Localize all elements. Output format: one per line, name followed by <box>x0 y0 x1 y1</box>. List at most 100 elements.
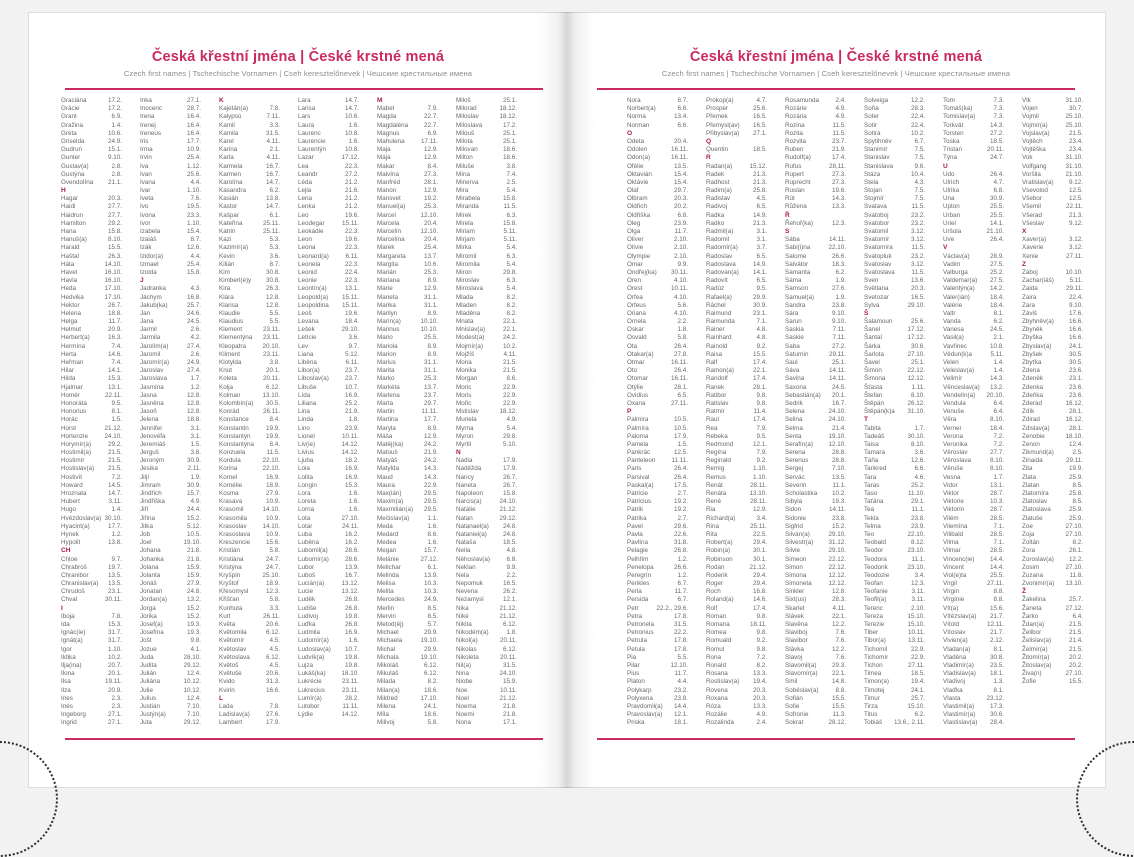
entry-name: Mnata <box>456 318 474 326</box>
name-entry: Milada 8.2. <box>377 678 438 686</box>
entry-date: 4.8. <box>756 326 767 334</box>
entry-name: Norbert(a) <box>627 105 656 113</box>
name-entry: Rovena 20.3. <box>706 687 767 695</box>
entry-name: Sinkler <box>785 588 805 596</box>
name-entry: Terenc 2.10. <box>864 605 925 613</box>
entry-date: 24.8. <box>186 588 201 596</box>
name-entry: Mirjam 5.11. <box>456 236 517 244</box>
entry-date: 8.9. <box>427 350 438 358</box>
entry-name: Krasomila <box>219 514 247 522</box>
name-entry: Randolf 17.4. <box>706 375 767 383</box>
entry-date: 22.10. <box>907 530 925 538</box>
name-entry: Liv(ie) 14.12. <box>298 441 359 449</box>
letter-section-header: Q <box>706 137 712 145</box>
entry-date: 22.9. <box>910 645 925 653</box>
entry-name: Věroslav <box>943 449 968 457</box>
entry-date: 10.9. <box>265 530 280 538</box>
name-entry: Žitomír(a) 20.2. <box>1022 654 1083 662</box>
letter-section-header: J <box>140 277 144 285</box>
name-entry: Ludivoj 19.8. <box>298 613 359 621</box>
entry-name: Mnislav(a) <box>456 326 486 334</box>
entry-date: 2.5. <box>1072 449 1083 457</box>
entry-date: 13.3. <box>752 670 767 678</box>
entry-date: 9.7. <box>111 555 122 563</box>
name-entry: Rudolf(a) 17.4. <box>785 154 846 162</box>
entry-date: 25.11. <box>749 522 767 530</box>
name-entry: Něhoslav(a) 6.8. <box>456 556 517 564</box>
name-entry: Lejla 21.6. <box>298 187 359 195</box>
name-entry: Pavla 22.6. <box>627 531 688 539</box>
entry-name: Jáchym <box>140 293 162 301</box>
entry-date: 25.1. <box>910 359 925 366</box>
entry-name: Velimír <box>943 375 963 383</box>
name-entry: Rozita 11.5. <box>785 130 846 138</box>
name-entry: Marilyn 8.9. <box>377 310 438 318</box>
name-entry: Kolombín(a) 30.5. <box>219 400 280 408</box>
entry-date: 28.12. <box>828 719 846 727</box>
entry-date: 26.6. <box>831 252 846 260</box>
entry-date: 12.4. <box>1068 440 1083 448</box>
entry-date: 15.5. <box>752 350 767 358</box>
entry-date: 25.1. <box>502 97 517 104</box>
entry-date: 4.9. <box>190 498 201 506</box>
name-entry: Valérie 18.4. <box>943 302 1004 310</box>
entry-date: 8.4. <box>269 416 280 424</box>
entry-date: 5.8. <box>427 719 438 727</box>
entry-date: 22.1. <box>752 367 767 375</box>
name-entry: Grácie 17.2. <box>61 105 122 113</box>
entry-date: 12.4. <box>186 694 201 702</box>
entry-name: Rona <box>706 653 722 661</box>
entry-name: Timotej <box>864 686 885 694</box>
entry-date: 12.12. <box>828 571 846 579</box>
entry-name: Rea <box>706 424 718 432</box>
entry-name: Herta <box>61 350 77 358</box>
entry-name: Savina <box>785 375 805 383</box>
name-entry: Ludvík(a) 19.8. <box>298 654 359 662</box>
entry-name: Johana <box>140 547 161 555</box>
name-entry: Max(ián) 29.5. <box>377 490 438 498</box>
entry-date: 21.10. <box>1065 170 1083 178</box>
name-entry: Vítoslav 21.7. <box>943 629 1004 637</box>
name-entry: Heřman 7.4. <box>61 359 122 367</box>
entry-name: Grácie <box>61 105 80 113</box>
entry-name: Radka <box>706 211 725 219</box>
entry-name: Knut <box>219 367 232 375</box>
letter-section-header: S <box>785 228 790 235</box>
entry-date: 27.6. <box>831 285 846 293</box>
entry-name: Šimon <box>864 367 882 375</box>
name-entry: Křišťan 5.8. <box>219 596 280 604</box>
name-entry: Zbyšek 30.5. <box>1022 351 1083 359</box>
name-entry: Petronela 31.5. <box>627 621 688 629</box>
entry-date: 21.12. <box>499 612 517 620</box>
entry-name: Žarko <box>1022 612 1039 620</box>
entry-date: 12.1. <box>673 711 688 719</box>
name-entry: Rozalinda 2.4. <box>706 719 767 727</box>
entry-name: Justián <box>140 702 160 710</box>
entry-name: Lumír(a) <box>298 694 322 702</box>
entry-name: Leontín(a) <box>298 285 327 293</box>
name-entry: Matyáš 24.2. <box>377 457 438 465</box>
entry-name: Miranda <box>456 203 479 211</box>
name-entry: Věroslav 27.7. <box>943 449 1004 457</box>
entry-name: Jolana <box>140 563 159 571</box>
name-entry: Robinson 30.1. <box>706 556 767 564</box>
entry-name: Havel <box>61 268 78 276</box>
entry-name: Julián <box>140 670 157 678</box>
entry-date: 29.4. <box>752 539 767 547</box>
entry-date: 9.2. <box>756 342 767 350</box>
entry-name: Mojmír(a) <box>456 342 483 350</box>
entry-name: Šalamoun <box>864 318 893 326</box>
name-entry: Vendelín(a) 20.10. <box>943 392 1004 400</box>
name-entry: Záviš 17.6. <box>1022 310 1083 318</box>
entry-name: Leandr <box>298 170 318 178</box>
name-entry: Sergej 7.10. <box>785 465 846 473</box>
entry-date: 10.11. <box>341 432 359 440</box>
entry-date: 22.1. <box>502 326 517 334</box>
entry-date: 8.9. <box>427 309 438 317</box>
entry-date: 8.8. <box>993 596 1004 604</box>
name-entry: Miroslav 6.3. <box>456 277 517 285</box>
name-entry: Petrula 17.8. <box>627 637 688 645</box>
entry-name: Rafael(a) <box>706 293 732 301</box>
name-entry: Linda 1.8. <box>298 416 359 424</box>
name-entry: Jan 24.6. <box>140 310 201 318</box>
